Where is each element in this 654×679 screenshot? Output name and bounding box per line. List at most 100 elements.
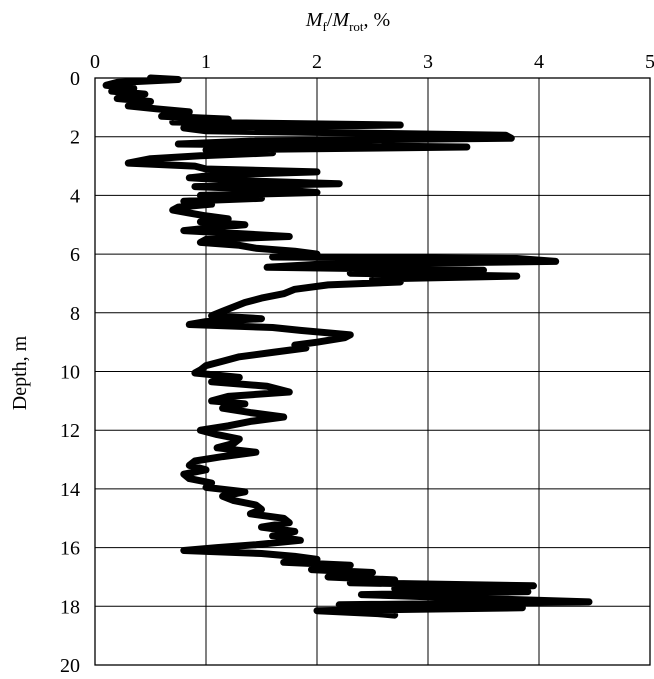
data-point <box>315 169 319 174</box>
data-point <box>115 96 120 101</box>
data-point <box>220 359 225 364</box>
data-point <box>315 262 319 267</box>
data-point <box>259 296 264 301</box>
data-point <box>204 485 208 490</box>
data-point <box>265 384 270 389</box>
data-point <box>220 406 225 411</box>
data-point <box>198 193 203 198</box>
data-point <box>259 551 264 556</box>
x-axis-title: Mf/Mrot, % <box>305 9 390 34</box>
y-tick-label: 10 <box>60 362 80 384</box>
data-point <box>126 103 131 108</box>
data-point <box>204 467 208 472</box>
data-point <box>215 545 220 550</box>
data-point <box>220 454 225 459</box>
data-point <box>259 196 264 201</box>
data-point <box>265 265 270 270</box>
data-point <box>270 325 275 330</box>
data-point <box>315 340 319 345</box>
data-point <box>270 187 275 192</box>
data-point <box>348 332 353 337</box>
data-point <box>231 498 236 503</box>
x-axis-title-prefix-sub: f <box>322 19 327 34</box>
data-point <box>198 428 203 433</box>
data-point <box>181 472 186 477</box>
data-point <box>209 313 214 318</box>
data-point <box>348 271 353 276</box>
data-point <box>192 459 197 463</box>
data-point <box>287 390 292 394</box>
y-tick-label: 12 <box>60 420 80 442</box>
series-0 <box>102 74 593 619</box>
data-point <box>464 145 469 149</box>
data-point <box>253 450 258 455</box>
x-tick-label: 2 <box>312 51 322 73</box>
data-point <box>509 136 514 141</box>
data-point <box>315 252 319 257</box>
data-point <box>170 120 175 124</box>
data-point <box>109 89 114 94</box>
data-point <box>281 560 286 565</box>
data-point <box>231 441 236 446</box>
data-point <box>242 222 247 227</box>
data-point <box>553 259 558 264</box>
data-point <box>226 216 231 221</box>
data-point <box>315 190 319 195</box>
data-point <box>142 92 147 97</box>
data-point <box>292 249 297 254</box>
data-point <box>209 202 214 207</box>
y-tick-label: 2 <box>70 127 80 149</box>
data-point <box>237 231 242 236</box>
data-point <box>237 243 242 248</box>
data-point <box>220 494 225 499</box>
data-point <box>298 328 303 333</box>
data-point <box>237 375 242 380</box>
data-point <box>242 300 247 305</box>
data-point <box>198 219 203 224</box>
y-tick-labels: 0 2 4 6 8 10 12 14 16 18 20 <box>60 68 80 677</box>
data-point <box>270 150 275 155</box>
data-point <box>392 586 397 591</box>
data-series <box>102 74 593 619</box>
series-line <box>102 74 593 619</box>
x-axis-title-mid: M <box>331 9 350 31</box>
data-point <box>154 106 159 111</box>
data-point <box>215 432 220 437</box>
data-point <box>181 228 186 233</box>
data-point <box>131 86 136 91</box>
data-point <box>215 172 220 177</box>
data-point <box>315 608 319 613</box>
data-point <box>181 548 186 553</box>
y-tick-label: 16 <box>60 538 80 560</box>
data-point <box>292 343 297 348</box>
data-point <box>398 280 403 284</box>
data-point <box>209 379 214 384</box>
data-point <box>209 225 214 230</box>
data-point <box>192 371 197 375</box>
data-point <box>370 570 375 575</box>
data-point <box>192 164 197 169</box>
data-point <box>309 567 314 572</box>
data-point <box>181 125 186 130</box>
y-tick-label: 14 <box>60 479 80 501</box>
data-point <box>187 476 192 481</box>
data-point <box>259 316 264 321</box>
data-point <box>281 291 286 296</box>
data-point <box>392 613 397 618</box>
data-point <box>115 80 120 85</box>
plot-frame <box>94 77 651 666</box>
data-point <box>259 525 264 530</box>
data-point <box>348 580 353 585</box>
data-point <box>292 529 297 534</box>
data-point <box>192 184 197 189</box>
data-point <box>525 589 530 594</box>
data-point <box>187 322 192 327</box>
data-point <box>292 554 297 559</box>
data-point <box>126 161 131 166</box>
data-point <box>204 237 208 242</box>
data-point <box>209 481 214 485</box>
data-point <box>248 410 253 415</box>
data-point <box>342 335 347 340</box>
